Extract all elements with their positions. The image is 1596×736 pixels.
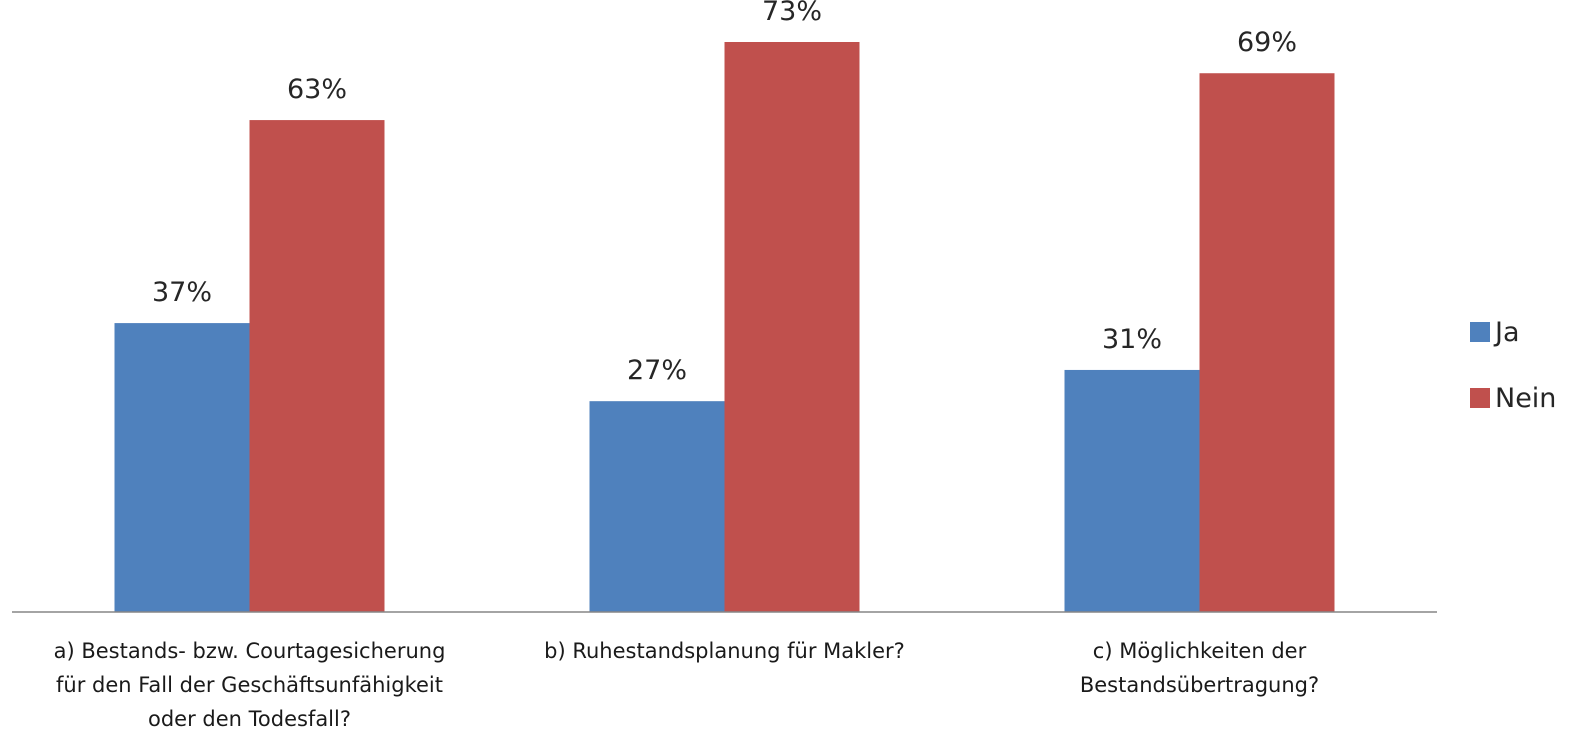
category-labels-group: a) Bestands- bzw. Courtagesicherung für d…: [54, 639, 1320, 731]
legend: Ja Nein: [1470, 317, 1556, 414]
data-label-ja-2: 27%: [627, 355, 687, 386]
category-label-1-line-1: a) Bestands- bzw. Courtagesicherung: [54, 639, 446, 663]
bar-nein-2: [724, 42, 860, 612]
legend-swatch-nein: [1470, 388, 1490, 408]
bar-ja-1: [114, 323, 250, 612]
legend-swatch-ja: [1470, 322, 1490, 342]
data-label-ja-1: 37%: [152, 277, 212, 308]
legend-label-nein: Nein: [1495, 383, 1556, 414]
data-labels-group: 37% 63% 27% 73% 31% 69%: [152, 0, 1297, 386]
data-label-ja-3: 31%: [1102, 324, 1162, 355]
category-label-1-line-3: oder den Todesfall?: [148, 707, 351, 731]
data-label-nein-1: 63%: [287, 74, 347, 105]
bar-nein-3: [1199, 73, 1335, 612]
bar-ja-2: [589, 401, 725, 612]
category-label-2-line-1: b) Ruhestandsplanung für Makler?: [544, 639, 905, 663]
bars-group: [114, 42, 1335, 613]
category-label-3-line-1: c) Möglichkeiten der: [1093, 639, 1307, 663]
data-label-nein-2: 73%: [762, 0, 822, 27]
category-label-1-line-2: für den Fall der Geschäftsunfähigkeit: [56, 673, 443, 697]
bar-nein-1: [249, 120, 385, 613]
category-label-3-line-2: Bestandsübertragung?: [1080, 673, 1319, 697]
data-label-nein-3: 69%: [1237, 27, 1297, 58]
bar-ja-3: [1064, 369, 1200, 612]
legend-label-ja: Ja: [1493, 317, 1520, 348]
